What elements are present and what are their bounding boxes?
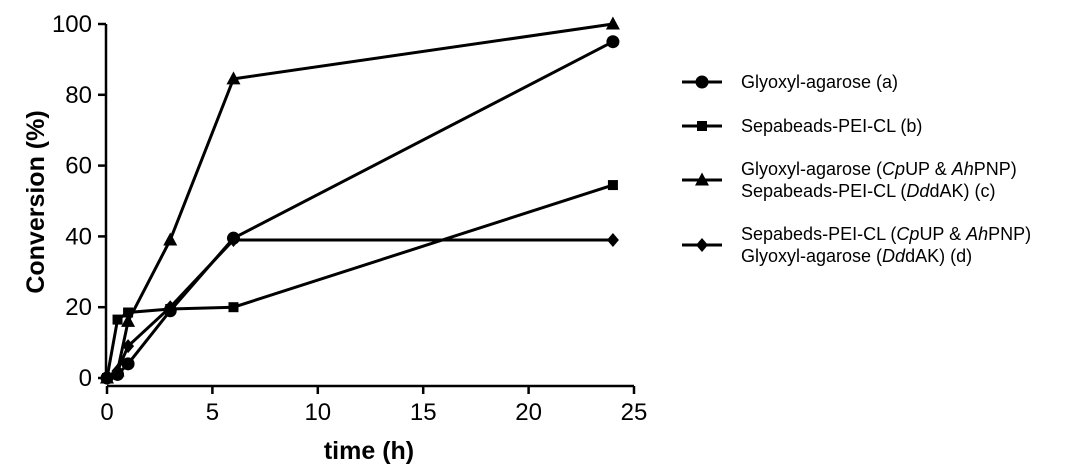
y-tick-label: 80 [65,82,92,109]
data-point-square [112,314,123,325]
x-tick-label: 10 [304,399,331,426]
legend-entry-3: Glyoxyl-agarose (CpUP & AhPNP)Sepabeads-… [682,159,1017,201]
data-point-circle [121,357,135,371]
data-point-triangle [163,232,178,246]
data-point-square [228,302,239,313]
data-point-triangle [605,16,620,30]
legend-marker-square [697,121,707,131]
data-point-triangle [226,71,241,85]
x-axis-title: time (h) [324,437,414,465]
data-point-diamond [227,232,240,247]
legend-label: Sepabeads-PEI-CL (DddAK) (c) [741,181,995,201]
legend-marker-triangle [695,172,709,186]
legend-label: Sepabeds-PEI-CL (CpUP & AhPNP) [741,224,1031,244]
data-point-diamond [164,300,177,315]
legend-marker-circle [695,75,709,89]
legend-label: Sepabeads-PEI-CL (b) [741,116,922,136]
legend-label: Glyoxyl-agarose (CpUP & AhPNP) [741,159,1017,179]
x-tick-label: 0 [100,399,113,426]
series-line-2 [105,183,614,379]
series-1 [100,35,620,385]
legend-entry-1: Glyoxyl-agarose (a) [682,72,898,92]
legend-entry-4: Sepabeds-PEI-CL (CpUP & AhPNP)Glyoxyl-ag… [682,224,1031,266]
y-tick-label: 40 [65,223,92,250]
data-point-diamond [122,339,135,354]
axes: 0 20 40 60 80 100 0 5 10 15 20 25 [52,11,647,426]
data-point-triangle [121,313,136,327]
x-tick-label: 25 [621,399,648,426]
legend-marker-diamond [696,238,708,252]
legend: Glyoxyl-agarose (a) Sepabeads-PEI-CL (b) G… [682,72,1031,266]
data-point-diamond [606,232,619,247]
data-point-circle [606,35,620,49]
series-group [100,16,620,385]
x-tick-label: 15 [410,399,437,426]
y-tick-label: 20 [65,294,92,321]
y-tick-label: 100 [52,11,92,38]
legend-label: Glyoxyl-agarose (a) [741,72,898,92]
series-2 [102,180,618,383]
data-point-diamond [101,371,113,385]
x-tick-label: 5 [206,399,219,426]
data-point-square [607,180,618,191]
series-4 [101,232,619,385]
data-point-diamond [111,363,124,378]
legend-entry-2: Sepabeads-PEI-CL (b) [682,116,922,136]
y-tick-label: 0 [79,365,92,392]
legend-label: Glyoxyl-agarose (DddAK) (d) [741,246,972,266]
y-tick-label: 60 [65,153,92,180]
series-line-3 [106,22,614,380]
data-point-square [123,307,134,318]
y-axis-title: Conversion (%) [22,110,50,293]
x-tick-label: 20 [515,399,542,426]
series-3 [100,16,620,384]
